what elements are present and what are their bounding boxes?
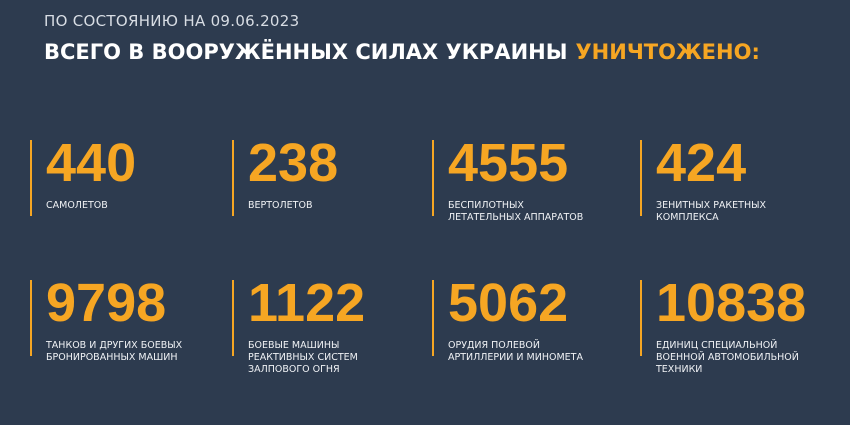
stat-label-line: САМОЛЕТОВ [46, 200, 108, 211]
stat-item: 10838 ЕДИНИЦ СПЕЦИАЛЬНОЙ ВОЕННОЙ АВТОМОБИЛ… [640, 276, 806, 375]
stat-item: 5062 ОРУДИЯ ПОЛЕВОЙ АРТИЛЛЕРИИ И МИНОМЕТА [432, 276, 583, 363]
stat-label-line: ЗЕНИТНЫХ РАКЕТНЫХ [656, 200, 767, 211]
stat-label-line: РЕАКТИВНЫХ СИСТЕМ [248, 352, 358, 363]
stat-item: 1122 БОЕВЫЕ МАШИНЫ РЕАКТИВНЫХ СИСТЕМ ЗАЛПОВ… [232, 276, 365, 375]
stat-item: 4555 БЕСПИЛОТНЫХ ЛЕТАТЕЛЬНЫХ АППАРАТОВ [432, 136, 583, 223]
stat-label-line: ЛЕТАТЕЛЬНЫХ АППАРАТОВ [448, 212, 584, 223]
stat-label-line: КОМПЛЕКСА [656, 212, 719, 223]
stat-label: ТАНКОВ И ДРУГИХ БОЕВЫХ БРОНИРОВАННЫХ МАШИ… [46, 340, 182, 364]
stat-label: ЗЕНИТНЫХ РАКЕТНЫХ КОМПЛЕКСА [656, 200, 766, 224]
stat-value: 238 [248, 133, 339, 193]
stat-value: 1122 [248, 273, 366, 333]
stat-item: 424 ЗЕНИТНЫХ РАКЕТНЫХ КОМПЛЕКСА [640, 136, 766, 223]
stat-label-line: ВЕРТОЛЕТОВ [248, 200, 313, 211]
stat-item: 440 САМОЛЕТОВ [30, 136, 136, 216]
stat-value: 440 [46, 133, 137, 193]
stat-label-line: ТЕХНИКИ [656, 364, 703, 375]
stat-label-line: ЗАЛПОВОГО ОГНЯ [248, 364, 340, 375]
stat-label-line: БОЕВЫЕ МАШИНЫ [248, 340, 340, 351]
title: ВСЕГО В ВООРУЖЁННЫХ СИЛАХ УКРАИНЫ УНИЧТОЖ… [44, 40, 760, 64]
title-text: ВСЕГО В ВООРУЖЁННЫХ СИЛАХ УКРАИНЫ [44, 40, 568, 64]
stat-value: 5062 [448, 273, 569, 333]
stat-label-line: ТАНКОВ И ДРУГИХ БОЕВЫХ [46, 340, 183, 351]
date-line: ПО СОСТОЯНИЮ НА 09.06.2023 [44, 12, 300, 30]
stat-label: БЕСПИЛОТНЫХ ЛЕТАТЕЛЬНЫХ АППАРАТОВ [448, 200, 583, 224]
stat-value: 9798 [46, 273, 167, 333]
title-highlight: УНИЧТОЖЕНО: [575, 40, 760, 64]
stat-label-line: АРТИЛЛЕРИИ И МИНОМЕТА [448, 352, 583, 363]
stat-label-line: ЕДИНИЦ СПЕЦИАЛЬНОЙ [656, 340, 778, 351]
stat-value: 10838 [656, 273, 807, 333]
stat-label-line: ОРУДИЯ ПОЛЕВОЙ [448, 340, 541, 351]
stat-label-line: БРОНИРОВАННЫХ МАШИН [46, 352, 178, 363]
stat-label: ЕДИНИЦ СПЕЦИАЛЬНОЙ ВОЕННОЙ АВТОМОБИЛЬНОЙ Т… [656, 340, 806, 376]
stat-label: БОЕВЫЕ МАШИНЫ РЕАКТИВНЫХ СИСТЕМ ЗАЛПОВОГО … [248, 340, 365, 376]
stat-label-line: БЕСПИЛОТНЫХ [448, 200, 524, 211]
stat-label-line: ВОЕННОЙ АВТОМОБИЛЬНОЙ [656, 352, 799, 363]
stat-value: 424 [656, 133, 747, 193]
stat-label: САМОЛЕТОВ [46, 200, 136, 212]
stat-label: ОРУДИЯ ПОЛЕВОЙ АРТИЛЛЕРИИ И МИНОМЕТА [448, 340, 583, 364]
stat-item: 238 ВЕРТОЛЕТОВ [232, 136, 338, 216]
stat-value: 4555 [448, 133, 569, 193]
stat-item: 9798 ТАНКОВ И ДРУГИХ БОЕВЫХ БРОНИРОВАННЫХ … [30, 276, 182, 363]
stat-label: ВЕРТОЛЕТОВ [248, 200, 338, 212]
